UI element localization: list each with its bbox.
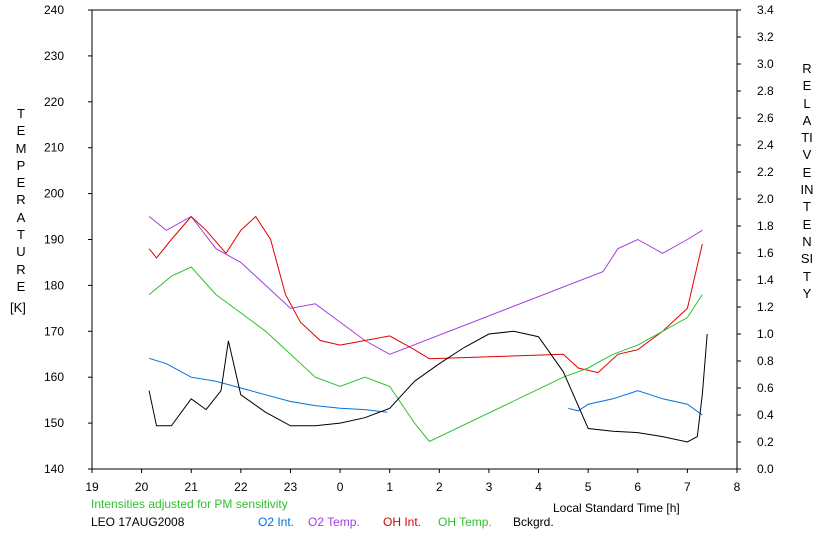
left-tick-label: 220 — [44, 95, 64, 109]
x-axis-label: Local Standard Time [h] — [553, 501, 680, 515]
left-axis-title: TEMPERATURE — [15, 106, 27, 294]
bottom-tick-label: 19 — [85, 480, 99, 494]
bottom-tick-label: 0 — [337, 480, 344, 494]
bottom-tick-label: 20 — [135, 480, 149, 494]
right-tick-label: 0.0 — [757, 462, 774, 476]
station-note: LEO 17AUG2008 — [91, 515, 185, 529]
bottom-tick-label: 4 — [535, 480, 542, 494]
plot-frame — [91, 9, 738, 470]
series-line-1 — [148, 215, 703, 355]
right-tick-label: 0.6 — [757, 381, 774, 395]
left-tick-label: 180 — [44, 278, 64, 292]
left-tick-label: 240 — [44, 3, 64, 17]
left-tick-label: 150 — [44, 416, 64, 430]
right-tick-label: 2.2 — [757, 165, 774, 179]
right-tick-label: 1.4 — [757, 273, 774, 287]
right-tick-label: 3.4 — [757, 3, 774, 17]
right-tick-label: 1.6 — [757, 246, 774, 260]
bottom-tick-label: 5 — [585, 480, 592, 494]
left-tick-label: 230 — [44, 49, 64, 63]
left-tick-label: 200 — [44, 187, 64, 201]
bottom-tick-label: 2 — [436, 480, 443, 494]
legend: O2 Int. O2 Temp. OH Int. OH Temp. Bckgrd. — [258, 515, 554, 529]
right-tick-label: 2.8 — [757, 84, 774, 98]
bottom-tick-label: 21 — [185, 480, 199, 494]
bottom-tick-label: 7 — [684, 480, 691, 494]
right-tick-label: 0.2 — [757, 435, 774, 449]
right-axis-title: RELATIVE INTENSITY — [800, 61, 814, 301]
left-tick-label: 210 — [44, 141, 64, 155]
bottom-tick-label: 23 — [284, 480, 298, 494]
right-ticks: 0.0 0.2 0.4 0.6 0.8 1.0 1.2 1.4 1.6 1.8 2.0 2.2 2.4 2… — [737, 3, 774, 476]
bottom-tick-label: 1 — [386, 480, 393, 494]
series-line-2 — [148, 215, 703, 374]
series-line-4 — [148, 330, 708, 443]
right-tick-label: 0.4 — [757, 408, 774, 422]
bottom-tick-label: 8 — [734, 480, 741, 494]
left-tick-label: 170 — [44, 324, 64, 338]
legend-entry: Bckgrd. — [513, 515, 554, 529]
right-tick-label: 3.2 — [757, 30, 774, 44]
right-tick-label: 2.4 — [757, 138, 774, 152]
left-axis-unit: [K] — [10, 300, 26, 315]
bottom-tick-label: 22 — [234, 480, 248, 494]
series-layer — [148, 215, 708, 443]
right-tick-label: 1.8 — [757, 219, 774, 233]
right-tick-label: 1.0 — [757, 327, 774, 341]
legend-entry: OH Temp. — [438, 515, 492, 529]
legend-entry: O2 Int. — [258, 515, 294, 529]
left-tick-label: 140 — [44, 462, 64, 476]
series-line-3 — [148, 266, 703, 443]
right-tick-label: 0.8 — [757, 354, 774, 368]
right-tick-label: 2.0 — [757, 192, 774, 206]
legend-entry: O2 Temp. — [308, 515, 360, 529]
right-tick-label: 3.0 — [757, 57, 774, 71]
legend-entry: OH Int. — [383, 515, 421, 529]
left-ticks: 140 150 160 170 180 190 200 210 220 230 240 — [44, 3, 92, 476]
bottom-tick-label: 6 — [634, 480, 641, 494]
right-tick-label: 1.2 — [757, 300, 774, 314]
bottom-tick-label: 3 — [486, 480, 493, 494]
adjusted-note: Intensities adjusted for PM sensitivity — [91, 497, 288, 511]
left-tick-label: 160 — [44, 370, 64, 384]
right-tick-label: 2.6 — [757, 111, 774, 125]
left-tick-label: 190 — [44, 233, 64, 247]
